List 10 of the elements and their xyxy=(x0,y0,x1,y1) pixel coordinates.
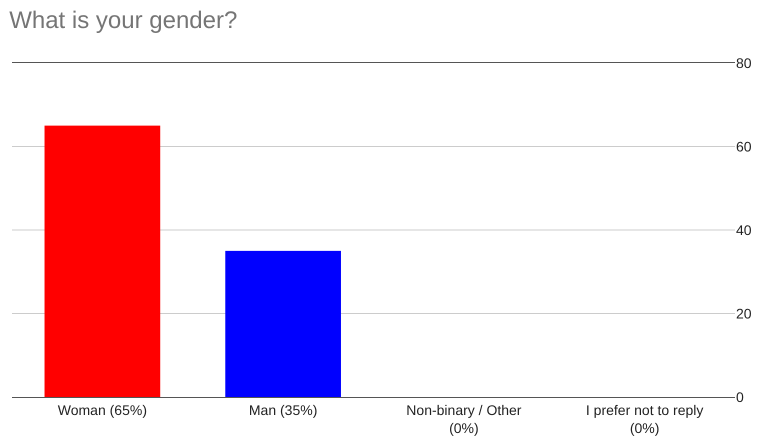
chart-title: What is your gender? xyxy=(9,7,238,34)
x-tick-label: Woman (65%) xyxy=(58,402,147,418)
y-tick-label: 0 xyxy=(736,388,744,405)
y-tick-label: 80 xyxy=(736,54,752,71)
y-tick-label: 60 xyxy=(736,138,752,154)
x-tick-label: I prefer not to reply (0%) xyxy=(586,402,704,436)
x-tick-label: Man (35%) xyxy=(248,402,318,418)
x-tick-label: Non-binary / Other (0%) xyxy=(406,402,522,436)
y-tick-label: 20 xyxy=(736,305,752,322)
y-tick-label: 40 xyxy=(736,222,752,238)
